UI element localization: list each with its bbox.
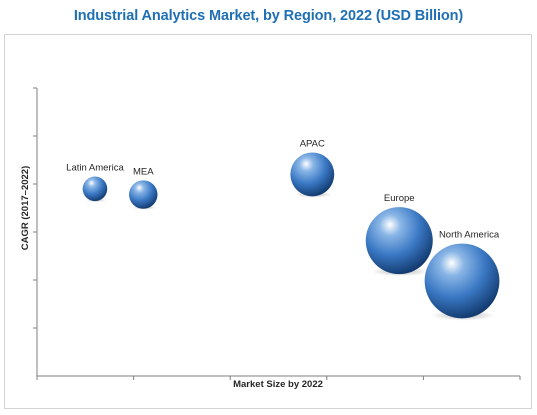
x-ticks [36,376,521,380]
bubble-label-europe: Europe [384,193,415,204]
bubble-label-apac: APAC [300,138,325,149]
bubble-label-mea: MEA [133,166,154,177]
bubbles: Latin America MEA APAC Europe North America [66,138,500,321]
bubble-apac [290,152,335,197]
bubble-europe [365,207,433,275]
bubble-north-america [424,243,500,319]
axes [33,87,521,380]
y-ticks [33,87,37,329]
x-axis-title: Market Size by 2022 [233,379,323,390]
bubble-mea [129,180,158,209]
chart-title: Industrial Analytics Market, by Region, … [73,8,464,24]
y-axis-title: CAGR (2017–2022) [20,166,31,251]
bubble-latin-america [82,176,108,202]
bubble-label-north-america: North America [439,230,500,241]
chart-frame [4,34,532,409]
bubble-label-latin-america: Latin America [66,163,124,174]
